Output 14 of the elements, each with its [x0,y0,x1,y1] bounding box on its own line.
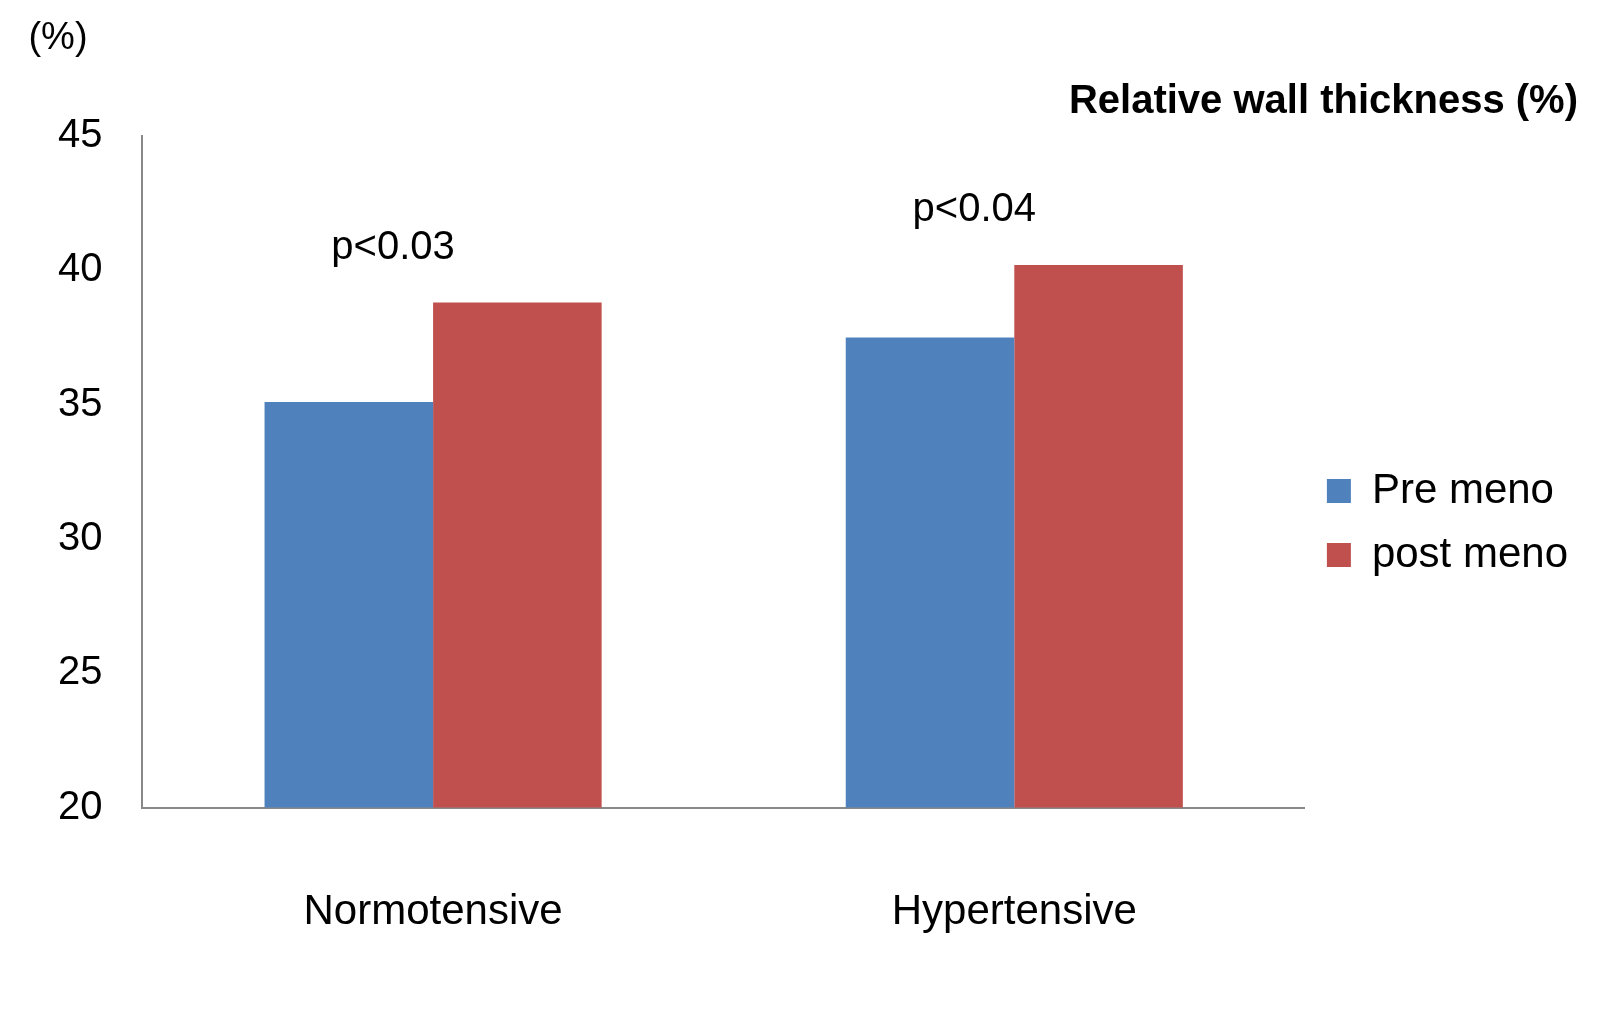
y-tick-label: 25 [57,648,103,693]
y-tick-label: 20 [57,782,103,827]
x-tick-label: Hypertensive [891,886,1137,934]
x-tick-label: Normotensive [303,886,563,934]
y-tick-label: 35 [57,379,103,424]
annotation: p<0.04 [912,184,1037,229]
chart-title: Relative wall thickness (%) [1068,77,1578,122]
y-tick-label: 45 [57,111,103,156]
annotation: p<0.03 [331,222,455,267]
legend-label: Pre meno [1371,464,1554,512]
y-axis-title: (%) [28,15,88,58]
y-tick-label: 30 [57,513,103,558]
y-tick-label: 40 [57,245,103,290]
legend-label: post meno [1371,528,1569,576]
